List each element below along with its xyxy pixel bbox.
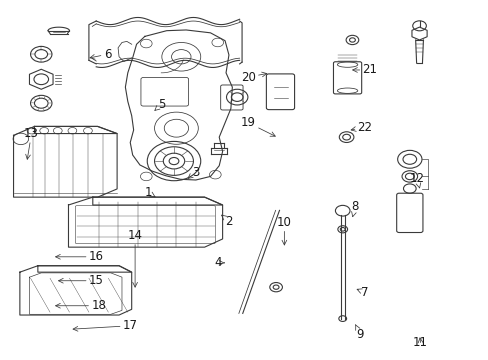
Text: 18: 18 [56,299,106,312]
Text: 22: 22 [350,121,372,134]
Text: 12: 12 [409,172,424,188]
Text: 3: 3 [187,166,199,179]
Text: 14: 14 [127,229,142,287]
Text: 11: 11 [412,336,427,349]
Text: 4: 4 [214,256,224,269]
Text: 19: 19 [241,116,275,136]
Text: 8: 8 [351,200,358,217]
Text: 5: 5 [155,98,165,111]
Text: 21: 21 [352,63,377,76]
Text: 6: 6 [90,48,111,61]
Text: 13: 13 [24,127,39,159]
Text: 7: 7 [356,286,368,299]
Text: 1: 1 [144,186,155,199]
Text: 20: 20 [241,71,266,84]
Text: 16: 16 [56,250,103,263]
Text: 17: 17 [73,319,138,332]
Text: 15: 15 [59,274,103,287]
Text: 10: 10 [276,216,291,245]
Text: 9: 9 [355,325,363,341]
Text: 2: 2 [221,215,232,228]
